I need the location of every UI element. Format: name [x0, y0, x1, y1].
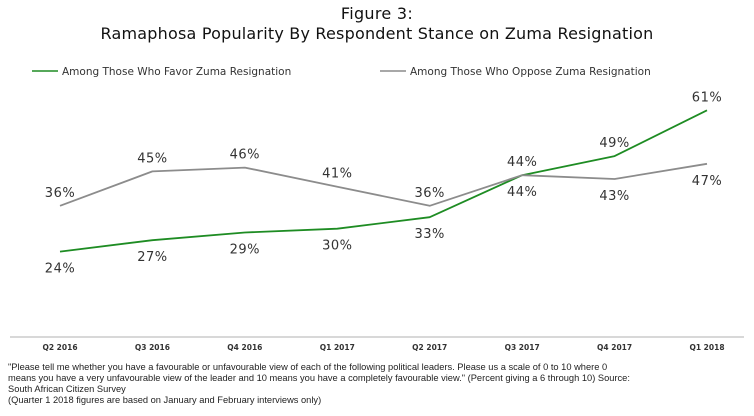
- oppose-data-label: 46%: [230, 148, 260, 163]
- x-tick-label: Q1 2018: [689, 343, 724, 352]
- oppose-data-label: 36%: [45, 186, 75, 201]
- x-tick-label: Q4 2016: [227, 343, 262, 352]
- oppose-data-label: 43%: [599, 189, 629, 204]
- favor-data-label: 24%: [45, 262, 75, 277]
- favor-data-label: 49%: [599, 136, 629, 151]
- oppose-data-label: 47%: [692, 174, 722, 189]
- oppose-data-label: 45%: [137, 151, 167, 166]
- footnote-line: "Please tell me whether you have a favou…: [8, 362, 608, 372]
- x-tick-label: Q2 2017: [412, 343, 447, 352]
- favor-data-label: 61%: [692, 90, 722, 105]
- favor-data-label: 44%: [507, 155, 537, 170]
- favor-data-label: 33%: [415, 227, 445, 242]
- favor-data-label: 27%: [137, 250, 167, 265]
- favor-data-label: 30%: [322, 239, 352, 254]
- favor-series-line: [59, 109, 708, 253]
- oppose-data-label: 36%: [415, 186, 445, 201]
- x-tick-label: Q4 2017: [597, 343, 632, 352]
- favor-data-label: 29%: [230, 243, 260, 258]
- line-chart: Among Those Who Favor Zuma Resignation Am…: [10, 66, 744, 352]
- footnote-line: South African Citizen Survey: [8, 384, 126, 394]
- oppose-series-line: [59, 162, 708, 207]
- chart-title: Ramaphosa Popularity By Respondent Stanc…: [100, 24, 654, 43]
- x-tick-label: Q3 2017: [505, 343, 540, 352]
- x-tick-label: Q3 2016: [135, 343, 170, 352]
- x-tick-label: Q2 2016: [42, 343, 77, 352]
- footnote-line: (Quarter 1 2018 figures are based on Jan…: [8, 395, 322, 405]
- oppose-data-label: 41%: [322, 167, 352, 182]
- x-tick-label: Q1 2017: [320, 343, 355, 352]
- legend-label: Among Those Who Oppose Zuma Resignation: [410, 66, 651, 78]
- figure-title: Figure 3:: [340, 4, 414, 23]
- chart-footnote: "Please tell me whether you have a favou…: [8, 362, 748, 406]
- legend-label: Among Those Who Favor Zuma Resignation: [62, 66, 291, 78]
- oppose-data-label: 44%: [507, 185, 537, 200]
- footnote-line: means you have a very unfavourable view …: [8, 373, 630, 383]
